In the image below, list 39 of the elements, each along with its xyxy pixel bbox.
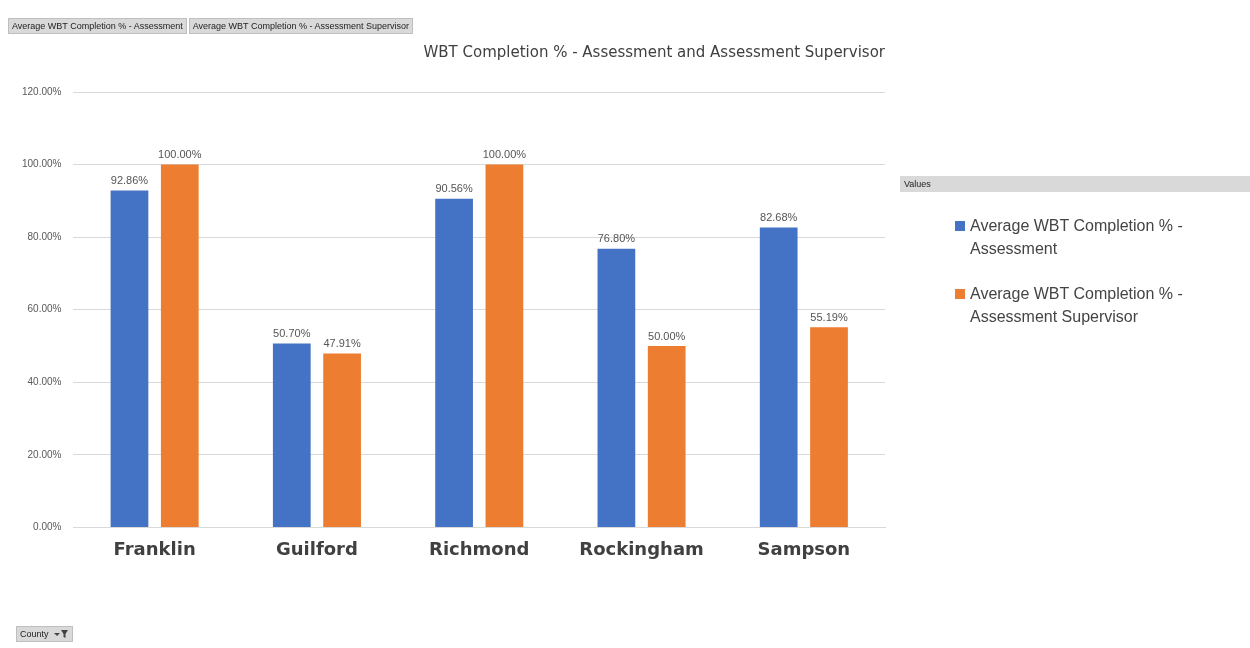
y-tick-label: 80.00% [27,230,62,242]
bar [160,164,199,527]
bar [759,227,798,527]
legend-label: Average WBT Completion % - Assessment Supervisor [970,284,1184,327]
y-tick-label: 20.00% [27,448,62,460]
y-tick-label: 0.00% [33,521,62,533]
y-tick-label: 100.00% [21,158,62,170]
x-tick-label: Rockingham [579,537,704,559]
data-label: 92.86% [110,174,149,186]
bar [597,248,636,527]
text: County [20,629,49,639]
bar [110,190,149,527]
text: Average WBT Completion % - Assessment Supervisor [188,18,414,34]
text: Average WBT Completion % - Assessment [8,18,187,34]
bar [485,164,524,527]
legend-label: Average WBT Completion % - Assessment [970,216,1184,259]
data-label: 100.00% [482,148,527,161]
bar [272,343,311,527]
data-label: 50.70% [273,326,311,339]
x-tick-label: Franklin [113,537,196,559]
bar [647,345,686,527]
data-label: 100.00% [158,148,202,161]
y-tick-label: 40.00% [27,376,62,388]
bar [810,327,848,527]
data-label: 55.19% [810,310,848,323]
y-tick-label: 120.00% [21,85,62,97]
data-label: 50.00% [648,329,686,342]
data-label: 76.80% [597,232,636,245]
x-tick-label: Guilford [275,537,358,559]
x-tick-label: Richmond [429,537,530,559]
x-tick-label: Sampson [757,537,851,559]
bar [435,198,473,527]
data-label: 47.91% [323,337,361,350]
data-label: 90.56% [435,182,473,195]
chart-title: WBT Completion % - Assessment and Assessment Supervisor [423,42,886,61]
bar [323,353,361,527]
data-label: 82.68% [760,210,798,223]
legend-title: Values [900,176,1250,192]
y-tick-label: 60.00% [27,303,62,315]
